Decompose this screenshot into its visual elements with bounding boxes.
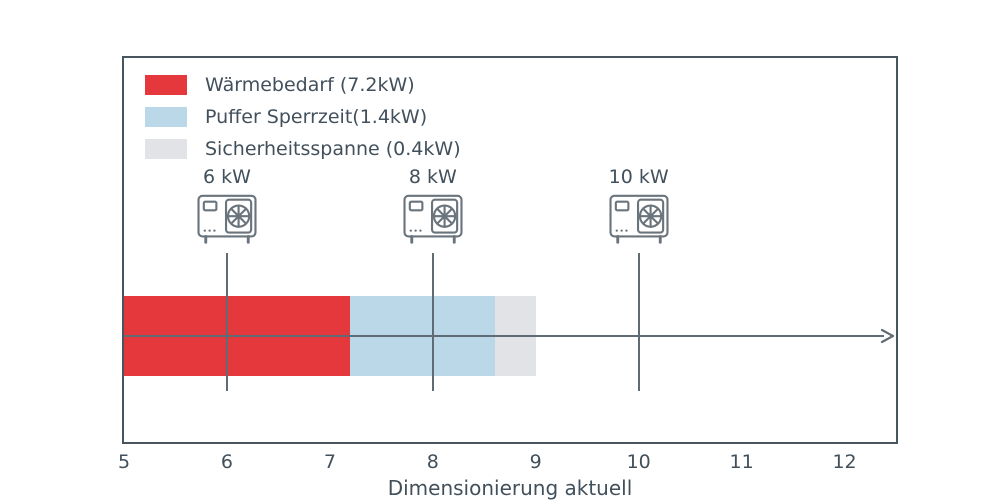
pump-marker-line	[431, 253, 434, 391]
x-tick-label: 9	[529, 451, 542, 473]
heat-pump-icon	[402, 192, 464, 248]
pump-marker-line	[225, 253, 228, 391]
x-tick-label: 10	[626, 451, 651, 473]
x-tick-label: 11	[729, 451, 754, 473]
heat-pump-icon	[196, 192, 258, 248]
heat-pump-icon	[608, 192, 670, 248]
x-axis-title: Dimensionierung aktuell	[387, 476, 633, 500]
dimension-axis-line	[124, 335, 884, 337]
pump-size-label: 8 kW	[408, 166, 457, 188]
legend-swatch	[145, 138, 187, 159]
legend-item: Sicherheitsspanne (0.4kW)	[145, 137, 461, 160]
x-tick-label: 8	[426, 451, 439, 473]
pump-size-label: 6 kW	[202, 166, 251, 188]
legend-label: Wärmebedarf (7.2kW)	[205, 73, 415, 96]
arrow-right-icon	[878, 327, 896, 349]
legend-label: Puffer Sperrzeit(1.4kW)	[205, 105, 428, 128]
x-tick-label: 12	[832, 451, 857, 473]
legend-item: Puffer Sperrzeit(1.4kW)	[145, 105, 461, 128]
legend-label: Sicherheitsspanne (0.4kW)	[205, 137, 461, 160]
x-tick-label: 7	[323, 451, 336, 473]
x-tick-label: 5	[117, 451, 131, 473]
legend-item: Wärmebedarf (7.2kW)	[145, 73, 461, 96]
chart-legend: Wärmebedarf (7.2kW) Puffer Sperrzeit(1.4k…	[145, 74, 461, 170]
pump-size-label: 10 kW	[608, 166, 669, 188]
pump-marker-line	[637, 253, 640, 391]
legend-swatch	[145, 74, 187, 95]
legend-swatch	[145, 106, 187, 127]
x-tick-label: 6	[220, 451, 233, 473]
plot-area: Wärmebedarf (7.2kW) Puffer Sperrzeit(1.4k…	[122, 56, 898, 444]
